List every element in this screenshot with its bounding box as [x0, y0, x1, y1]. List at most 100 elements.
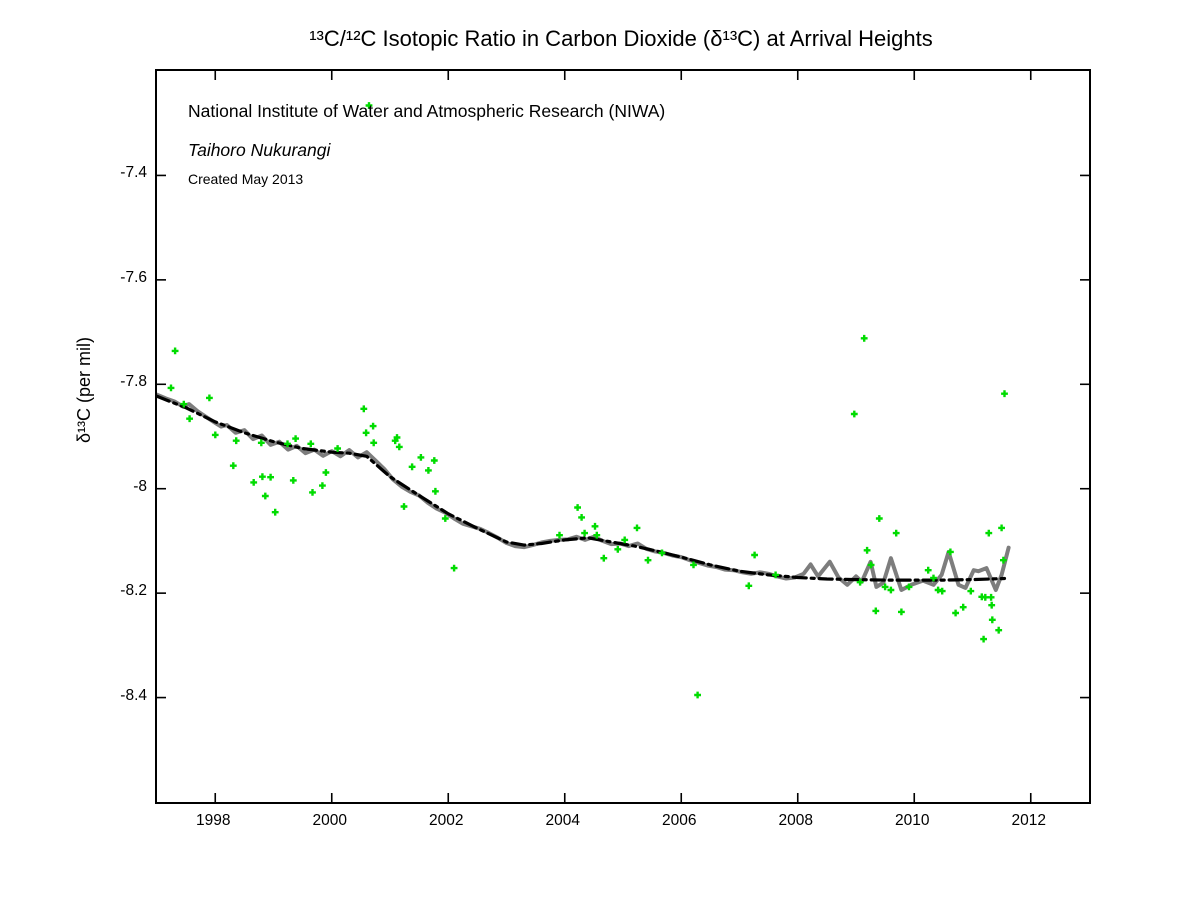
- data-point-marker: [856, 578, 864, 586]
- data-point-marker: [369, 422, 377, 430]
- data-point-marker: [995, 626, 1003, 634]
- data-point-marker: [980, 635, 987, 643]
- x-tick-label: 2004: [545, 812, 580, 829]
- data-point-marker: [898, 608, 905, 616]
- data-point-marker: [633, 524, 641, 532]
- data-point-marker: [284, 440, 291, 448]
- data-point-marker: [998, 524, 1005, 532]
- data-point-marker: [370, 439, 378, 447]
- data-point-marker: [395, 443, 403, 451]
- seasonal-line: [157, 392, 1011, 592]
- data-point-marker: [441, 515, 449, 522]
- data-point-marker: [924, 566, 932, 574]
- data-point-marker: [322, 469, 330, 476]
- data-point-marker: [574, 504, 581, 511]
- data-point-marker: [232, 437, 240, 445]
- data-point-marker: [319, 482, 326, 489]
- data-point-marker: [872, 607, 880, 615]
- data-point-marker: [892, 529, 900, 537]
- data-point-marker: [271, 508, 279, 516]
- data-point-marker: [959, 603, 967, 611]
- data-point-marker: [292, 435, 299, 442]
- data-point-marker: [930, 574, 937, 582]
- data-point-marker: [644, 556, 652, 564]
- y-tick-label: -7.4: [120, 164, 147, 182]
- data-point-marker: [206, 394, 213, 402]
- data-point-marker: [988, 601, 996, 609]
- x-tick-label: 2010: [895, 812, 930, 829]
- data-point-marker: [362, 429, 370, 437]
- y-tick-label: -8: [133, 477, 147, 495]
- data-point-marker: [614, 545, 622, 553]
- chart-title: ¹³C/¹²C Isotopic Ratio in Carbon Dioxide…: [309, 26, 933, 51]
- data-point-marker: [600, 554, 608, 562]
- annotation-created-date: Created May 2013: [188, 171, 304, 187]
- data-point-marker: [952, 609, 959, 617]
- data-point-marker: [430, 457, 438, 464]
- data-point-marker: [400, 503, 408, 510]
- x-tick-label: 2008: [778, 812, 813, 829]
- data-point-marker: [556, 531, 563, 539]
- data-point-marker: [863, 546, 871, 554]
- data-point-marker: [593, 531, 601, 539]
- annotation-taihoro-nukurangi: Taihoro Nukurangi: [188, 140, 331, 160]
- data-point-marker: [334, 445, 341, 452]
- data-point-marker: [881, 583, 889, 591]
- data-point-marker: [425, 467, 432, 474]
- data-point-marker: [432, 487, 439, 495]
- data-point-marker: [167, 384, 175, 392]
- data-point-marker: [450, 564, 458, 572]
- y-tick-label: -7.8: [120, 373, 147, 391]
- x-tick-label: 2000: [312, 812, 347, 829]
- x-tick-label: 2006: [662, 812, 697, 829]
- data-point-marker: [171, 347, 179, 355]
- data-point-marker: [417, 454, 425, 461]
- data-point-marker: [887, 586, 895, 594]
- data-point-marker: [1000, 556, 1007, 564]
- data-point-marker: [360, 405, 368, 413]
- data-point-marker: [289, 477, 297, 484]
- data-point-marker: [690, 561, 697, 569]
- data-point-marker: [860, 334, 868, 342]
- data-point-marker: [987, 593, 995, 601]
- data-point-marker: [658, 549, 666, 557]
- data-point-marker: [250, 479, 258, 486]
- data-point-marker: [578, 514, 585, 521]
- data-point-marker: [905, 583, 913, 591]
- data-point-marker: [867, 561, 875, 569]
- data-point-marker: [981, 593, 989, 601]
- data-point-marker: [850, 410, 858, 418]
- data-point-marker: [309, 489, 316, 496]
- y-tick-label: -8.2: [120, 582, 147, 600]
- data-point-marker: [180, 400, 188, 408]
- data-point-marker: [581, 529, 588, 537]
- annotation-niwa: National Institute of Water and Atmosphe…: [188, 101, 666, 121]
- data-point-marker: [988, 616, 996, 624]
- data-point-marker: [591, 522, 599, 530]
- data-point-marker: [257, 439, 265, 447]
- data-point-marker: [267, 473, 274, 481]
- y-tick-label: -7.6: [120, 268, 147, 286]
- data-point-marker: [408, 463, 416, 471]
- x-tick-label: 1998: [196, 812, 231, 829]
- data-point-marker: [261, 492, 269, 500]
- data-point-marker: [967, 587, 975, 595]
- data-point-marker: [393, 434, 401, 441]
- data-point-marker: [947, 548, 954, 556]
- data-point-marker: [938, 587, 946, 595]
- data-point-marker: [694, 691, 701, 699]
- data-point-marker: [875, 515, 883, 522]
- data-point-marker: [1001, 390, 1008, 398]
- data-point-marker: [745, 582, 753, 590]
- y-tick-label: -8.4: [120, 686, 147, 704]
- data-point-marker: [621, 536, 629, 544]
- x-tick-label: 2002: [429, 812, 464, 829]
- data-point-marker: [365, 102, 373, 109]
- chart-canvas: [157, 71, 1089, 802]
- data-point-marker: [211, 431, 219, 439]
- x-tick-label: 2012: [1011, 812, 1046, 829]
- trend-line: [157, 394, 1007, 582]
- data-point-marker: [186, 415, 193, 423]
- plot-area: National Institute of Water and Atmosphe…: [155, 69, 1091, 804]
